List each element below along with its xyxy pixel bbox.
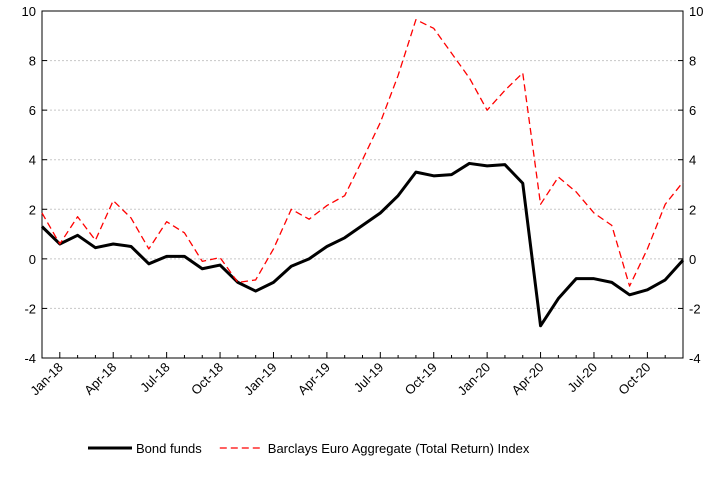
y2-tick-label: 4 [689, 153, 696, 168]
series-line [41, 19, 684, 287]
y2-tick-label: 2 [689, 202, 696, 217]
x-tick-label: Oct-18 [188, 360, 226, 398]
x-tick-label: Jul-18 [137, 360, 173, 396]
y-tick-label: 6 [29, 103, 36, 118]
y-tick-label: -4 [24, 351, 36, 366]
x-tick-label: Jan-20 [455, 360, 494, 399]
y-tick-label: 10 [22, 4, 36, 19]
y-tick-label: 2 [29, 202, 36, 217]
plot-frame [41, 10, 684, 359]
x-tick-label: Jan-19 [241, 360, 280, 399]
y2-tick-label: -4 [689, 351, 701, 366]
y-tick-label: 0 [29, 252, 36, 267]
x-tick-label: Jul-19 [351, 360, 387, 396]
x-tick-label: Apr-19 [295, 360, 333, 398]
y-tick-label: 8 [29, 54, 36, 69]
legend-label: Barclays Euro Aggregate (Total Return) I… [268, 441, 530, 456]
x-tick-label: Oct-19 [402, 360, 440, 398]
x-tick-label: Oct-20 [615, 360, 653, 398]
x-tick-label: Apr-20 [508, 360, 546, 398]
y2-tick-label: 10 [689, 4, 703, 19]
legend-label: Bond funds [136, 441, 202, 456]
y-tick-label: 4 [29, 153, 36, 168]
y2-tick-label: -2 [689, 301, 701, 316]
y2-tick-label: 8 [689, 54, 696, 69]
series-line [40, 161, 685, 328]
x-tick-label: Jul-20 [564, 360, 600, 396]
y2-tick-label: 6 [689, 103, 696, 118]
y2-tick-label: 0 [689, 252, 696, 267]
x-tick-label: Apr-18 [81, 360, 119, 398]
y-tick-label: -2 [24, 301, 36, 316]
